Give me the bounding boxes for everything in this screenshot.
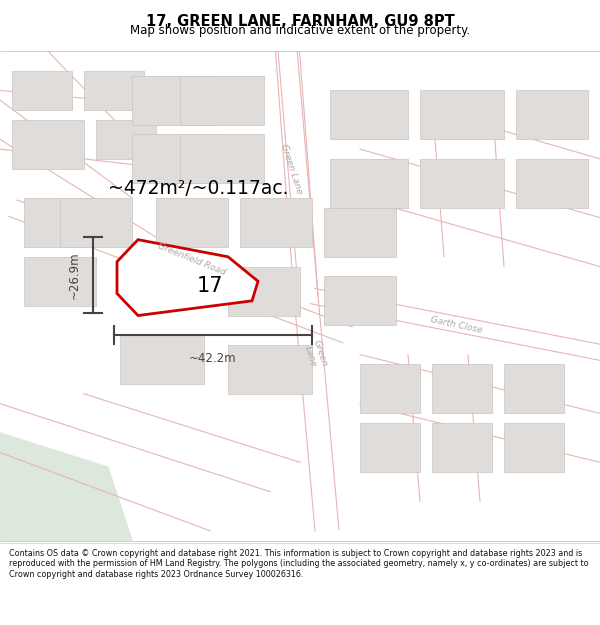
Polygon shape (156, 198, 228, 247)
Text: 17: 17 (197, 276, 223, 296)
Polygon shape (420, 159, 504, 208)
Polygon shape (0, 433, 132, 541)
Polygon shape (132, 76, 216, 124)
Polygon shape (516, 159, 588, 208)
Text: ~26.9m: ~26.9m (68, 251, 81, 299)
Polygon shape (330, 159, 408, 208)
Polygon shape (180, 134, 264, 183)
Polygon shape (504, 423, 564, 472)
Text: Green Lane: Green Lane (278, 142, 304, 195)
Text: 17, GREEN LANE, FARNHAM, GU9 8PT: 17, GREEN LANE, FARNHAM, GU9 8PT (146, 14, 454, 29)
Polygon shape (96, 120, 156, 159)
Polygon shape (60, 198, 132, 247)
Polygon shape (330, 91, 408, 139)
Polygon shape (84, 71, 144, 110)
Polygon shape (24, 198, 96, 247)
Text: Green
Lane: Green Lane (302, 339, 328, 371)
Polygon shape (516, 91, 588, 139)
Polygon shape (432, 364, 492, 413)
Polygon shape (360, 364, 420, 413)
Polygon shape (12, 120, 84, 169)
Polygon shape (120, 335, 204, 384)
Text: Map shows position and indicative extent of the property.: Map shows position and indicative extent… (130, 24, 470, 37)
Polygon shape (240, 198, 312, 247)
Polygon shape (117, 239, 258, 316)
Text: Contains OS data © Crown copyright and database right 2021. This information is : Contains OS data © Crown copyright and d… (9, 549, 589, 579)
Polygon shape (228, 345, 312, 394)
Polygon shape (132, 134, 216, 183)
Polygon shape (432, 423, 492, 472)
Polygon shape (324, 208, 396, 257)
Text: ~472m²/~0.117ac.: ~472m²/~0.117ac. (108, 179, 288, 198)
Text: ~42.2m: ~42.2m (189, 352, 237, 365)
Polygon shape (504, 364, 564, 413)
Polygon shape (360, 423, 420, 472)
Text: Garth Close: Garth Close (429, 316, 483, 335)
Polygon shape (12, 71, 72, 110)
Polygon shape (324, 276, 396, 325)
Polygon shape (228, 267, 300, 316)
Polygon shape (420, 91, 504, 139)
Text: Greenfield Road: Greenfield Road (157, 241, 227, 277)
Polygon shape (180, 76, 264, 124)
Polygon shape (24, 257, 96, 306)
